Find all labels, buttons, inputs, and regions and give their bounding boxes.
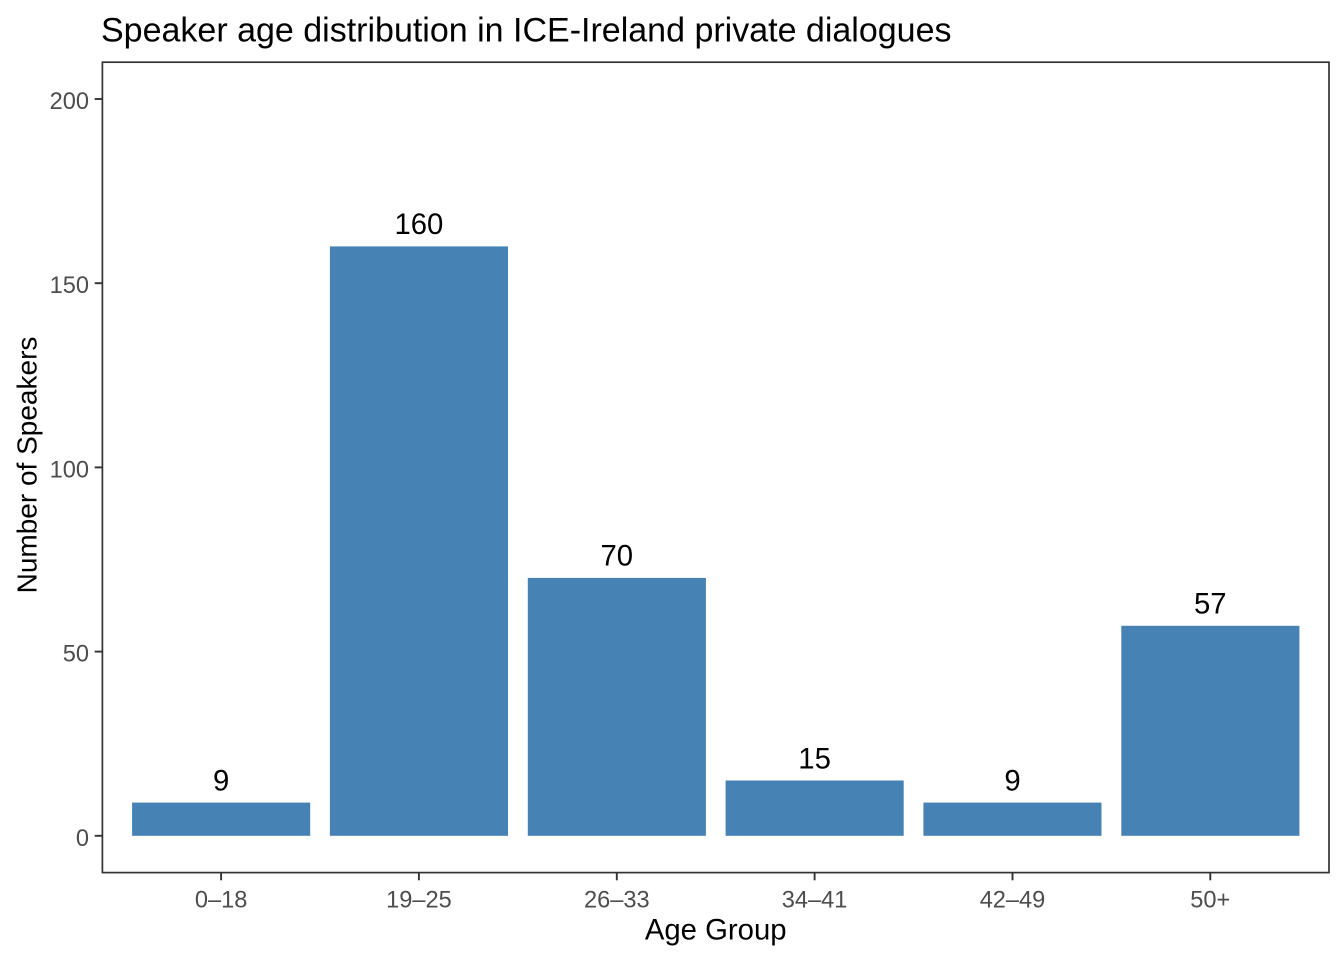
svg-text:26–33: 26–33 [584, 887, 650, 913]
svg-text:9: 9 [213, 764, 229, 797]
svg-text:9: 9 [1004, 764, 1020, 797]
svg-text:100: 100 [50, 457, 89, 483]
svg-text:160: 160 [394, 208, 443, 241]
svg-text:Age Group: Age Group [645, 913, 787, 946]
svg-text:150: 150 [50, 273, 89, 299]
svg-text:0: 0 [76, 826, 89, 852]
svg-text:Speaker age distribution in IC: Speaker age distribution in ICE-Ireland … [101, 11, 952, 49]
svg-text:Number of Speakers: Number of Speakers [12, 337, 43, 594]
svg-text:34–41: 34–41 [782, 887, 848, 913]
svg-text:50+: 50+ [1190, 887, 1230, 913]
svg-text:42–49: 42–49 [980, 887, 1046, 913]
svg-text:15: 15 [798, 742, 831, 775]
svg-text:0–18: 0–18 [195, 887, 248, 913]
svg-text:200: 200 [50, 89, 89, 115]
svg-text:50: 50 [63, 642, 89, 668]
svg-text:57: 57 [1194, 588, 1227, 621]
svg-text:19–25: 19–25 [386, 887, 452, 913]
svg-text:70: 70 [601, 540, 634, 573]
